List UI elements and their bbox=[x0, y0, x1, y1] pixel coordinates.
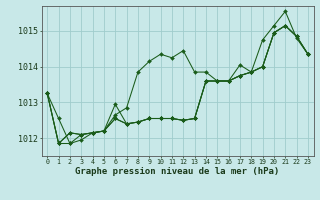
X-axis label: Graphe pression niveau de la mer (hPa): Graphe pression niveau de la mer (hPa) bbox=[76, 167, 280, 176]
